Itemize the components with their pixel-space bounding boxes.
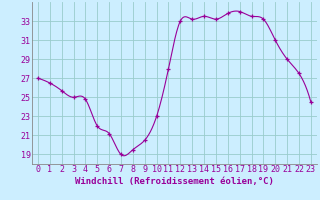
X-axis label: Windchill (Refroidissement éolien,°C): Windchill (Refroidissement éolien,°C) bbox=[75, 177, 274, 186]
